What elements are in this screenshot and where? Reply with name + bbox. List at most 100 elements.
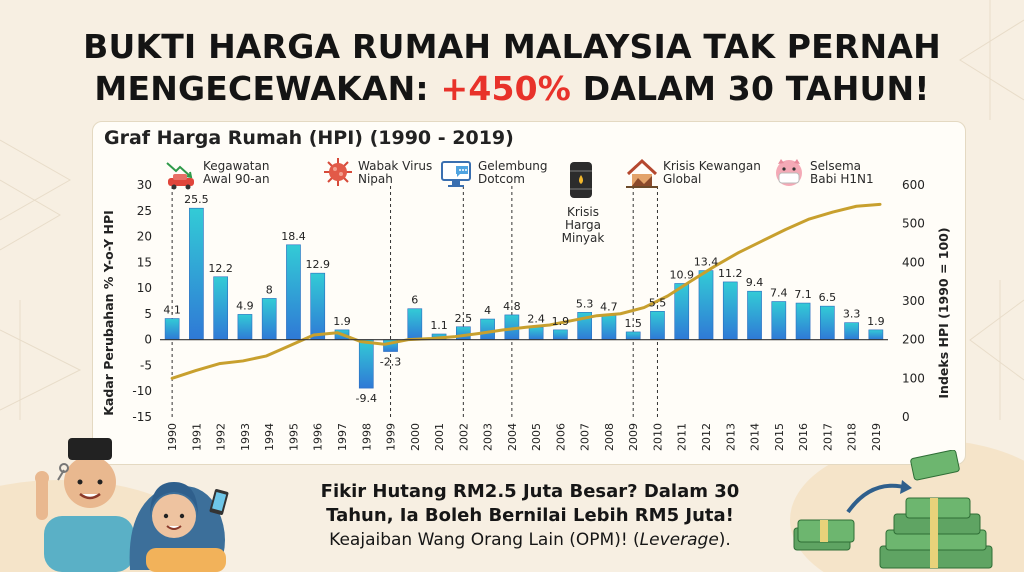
x-tick-label: 1996 xyxy=(312,423,325,451)
x-tick-label: 2015 xyxy=(773,423,786,451)
event-label-line: Krisis Kewangan xyxy=(663,159,761,173)
bar xyxy=(722,281,738,340)
family-illustration xyxy=(35,438,229,572)
data-label: 4.9 xyxy=(236,299,254,312)
x-tick-label: 2018 xyxy=(846,423,859,451)
x-tick-label: 1990 xyxy=(166,423,179,451)
y2-tick-label: 100 xyxy=(902,371,925,385)
x-tick-label: 2004 xyxy=(506,423,519,451)
money-stack-illustration xyxy=(793,450,993,569)
event-label-gfc: Krisis Kewangan Global xyxy=(663,160,761,186)
event-label-line: Awal 90-an xyxy=(203,172,270,186)
event-label-line: Babi H1N1 xyxy=(810,172,874,186)
y-tick-label: -15 xyxy=(132,410,152,424)
y-tick-label: 10 xyxy=(137,281,152,295)
car-downtrend-icon xyxy=(166,162,194,190)
y2-tick-label: 500 xyxy=(902,217,925,231)
data-label: 11.2 xyxy=(718,267,743,280)
x-tick-label: 2013 xyxy=(724,423,737,451)
x-tick-label: 2003 xyxy=(482,423,495,451)
event-label-dotcom: Gelembung Dotcom xyxy=(478,160,548,186)
bar xyxy=(674,283,690,340)
data-label: 8 xyxy=(266,283,273,296)
bottom-line-3-italic: Leverage xyxy=(639,530,719,550)
bar xyxy=(528,326,544,340)
event-label-line: Wabak Virus xyxy=(358,159,433,173)
data-label: 5.3 xyxy=(576,297,594,310)
bar xyxy=(310,272,326,340)
bottom-line-3-end: ). xyxy=(718,530,731,550)
data-label: 7.1 xyxy=(794,288,812,301)
data-label: 18.4 xyxy=(281,230,306,243)
x-tick-label: 2005 xyxy=(530,423,543,451)
headline: BUKTI HARGA RUMAH MALAYSIA TAK PERNAH ME… xyxy=(0,26,1024,110)
data-label: 7.4 xyxy=(770,287,788,300)
virus-icon xyxy=(324,158,352,186)
x-tick-label: 2016 xyxy=(797,423,810,451)
y2-tick-label: 0 xyxy=(902,410,910,424)
x-tick-label: 2000 xyxy=(409,423,422,451)
event-label-line: Krisis Harga xyxy=(564,205,602,232)
event-label-line: Global xyxy=(663,172,702,186)
event-label-oil: Krisis Harga Minyak xyxy=(548,206,618,245)
bottom-message: Fikir Hutang RM2.5 Juta Besar? Dalam 30 … xyxy=(250,480,810,552)
bottom-line-1: Fikir Hutang RM2.5 Juta Besar? Dalam 30 xyxy=(320,481,740,502)
data-label: 6.5 xyxy=(819,291,837,304)
event-label-line: Selsema xyxy=(810,159,862,173)
y2-tick-label: 300 xyxy=(902,294,925,308)
data-label: 5.5 xyxy=(649,296,667,309)
computer-chat-icon xyxy=(441,161,471,187)
bar xyxy=(164,318,180,340)
bar xyxy=(601,315,617,340)
chart-title: Graf Harga Rumah (HPI) (1990 - 2019) xyxy=(104,127,514,149)
event-label-line: Dotcom xyxy=(478,172,525,186)
x-tick-label: 1991 xyxy=(190,423,203,451)
x-tick-label: 2012 xyxy=(700,423,713,451)
headline-line-2-start: MENGECEWAKAN: xyxy=(94,69,441,108)
event-label-line: Minyak xyxy=(561,231,605,245)
y-tick-label: 25 xyxy=(137,204,152,218)
bar xyxy=(650,311,665,340)
y-axis-label: Kadar Perubahan % Y-o-Y HPI xyxy=(101,210,116,416)
headline-line-2-end: DALAM 30 TAHUN! xyxy=(571,69,930,108)
data-label: 6 xyxy=(411,294,418,307)
bar xyxy=(698,270,714,340)
bar xyxy=(237,314,253,340)
x-tick-label: 2010 xyxy=(651,423,664,451)
bar xyxy=(625,331,641,340)
y-tick-label: 30 xyxy=(137,178,152,192)
data-label: 4.8 xyxy=(503,300,521,313)
data-label: -2.3 xyxy=(380,356,401,369)
data-label: -9.4 xyxy=(356,392,377,405)
hpi-index-line xyxy=(170,202,882,380)
x-tick-label: 1999 xyxy=(385,423,398,451)
chart-card xyxy=(92,121,966,465)
data-label: 2.5 xyxy=(455,312,473,325)
headline-line-1: BUKTI HARGA RUMAH MALAYSIA TAK PERNAH xyxy=(83,27,941,66)
data-label: 3.3 xyxy=(843,308,861,321)
data-label: 1.1 xyxy=(430,319,448,332)
data-label: 12.9 xyxy=(305,258,330,271)
collapsed-house-icon xyxy=(626,158,658,188)
data-label: 9.4 xyxy=(746,276,764,289)
bar xyxy=(747,290,762,340)
data-label: 1.9 xyxy=(333,315,351,328)
event-label-line: Kegawatan xyxy=(203,159,270,173)
data-label: 2.4 xyxy=(527,312,545,325)
y-tick-label: 5 xyxy=(144,307,152,321)
x-tick-label: 1994 xyxy=(263,423,276,451)
y-tick-label: 15 xyxy=(137,255,152,269)
event-label-h1n1: Selsema Babi H1N1 xyxy=(810,160,874,186)
data-label: 4.1 xyxy=(163,304,181,317)
x-tick-label: 2019 xyxy=(870,423,883,451)
x-tick-label: 2001 xyxy=(433,423,446,451)
x-tick-label: 2008 xyxy=(603,423,616,451)
event-label-line: Nipah xyxy=(358,172,393,186)
bottom-line-3-main: Keajaiban Wang Orang Lain (OPM)! ( xyxy=(329,530,640,550)
x-tick-label: 2007 xyxy=(579,423,592,451)
y2-axis-label: Indeks HPI (1990 = 100) xyxy=(936,227,951,398)
bar xyxy=(213,276,229,340)
data-label: 1.5 xyxy=(624,317,642,330)
x-tick-label: 2002 xyxy=(457,423,470,451)
data-label: 25.5 xyxy=(184,193,209,206)
